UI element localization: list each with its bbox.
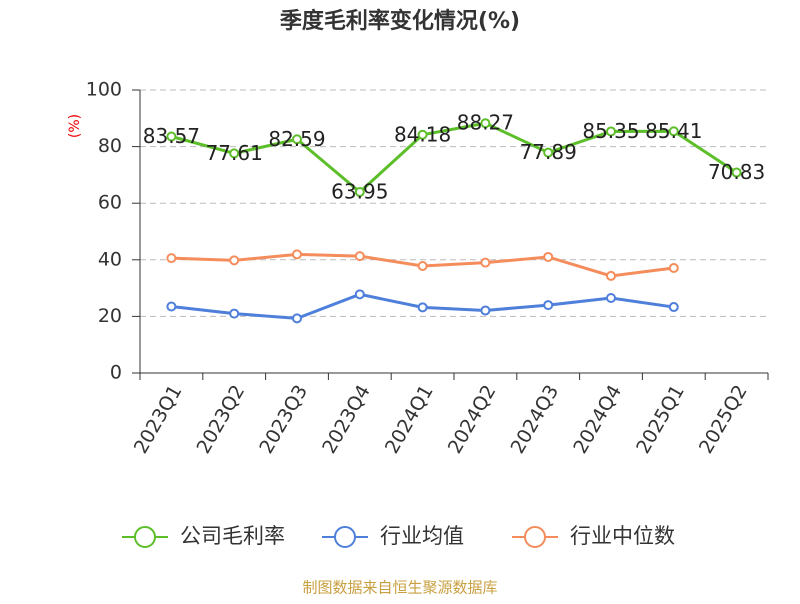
data-label: 85.41 xyxy=(645,119,702,143)
data-label: 77.61 xyxy=(206,141,263,165)
x-tick-label: 2025Q2 xyxy=(695,381,752,457)
x-tick-label: 2023Q1 xyxy=(130,381,187,457)
point xyxy=(166,253,177,264)
x-tick-label: 2024Q1 xyxy=(381,381,438,457)
y-tick-label: 60 xyxy=(98,192,122,214)
point xyxy=(480,305,491,316)
point xyxy=(606,270,616,281)
data-label: 82.59 xyxy=(268,127,325,151)
point xyxy=(229,148,240,159)
point xyxy=(292,249,302,260)
legend-label: 公司毛利率 xyxy=(180,524,285,548)
data-label: 84.18 xyxy=(394,122,451,146)
legend-marker xyxy=(524,526,546,548)
data-label: 83.57 xyxy=(143,124,200,148)
x-tick-label: 2024Q4 xyxy=(569,381,626,457)
x-tick-label: 2025Q1 xyxy=(632,381,689,457)
point xyxy=(543,147,554,158)
y-tick-label: 40 xyxy=(98,248,122,270)
point xyxy=(480,257,491,268)
point xyxy=(731,167,742,178)
y-tick-label: 0 xyxy=(110,362,122,384)
point xyxy=(543,300,554,311)
legend-marker xyxy=(134,526,156,548)
x-tick-label: 2023Q4 xyxy=(318,381,375,457)
series-line xyxy=(171,121,738,195)
chart-title: 季度毛利率变化情况(%) xyxy=(280,8,520,34)
point xyxy=(166,131,177,142)
x-tick-label: 2023Q3 xyxy=(255,381,312,457)
data-label: 85.35 xyxy=(582,119,639,143)
legend-marker xyxy=(334,526,356,548)
y-tick-label: 100 xyxy=(86,79,122,101)
point xyxy=(668,302,679,313)
point xyxy=(417,302,428,313)
point xyxy=(292,134,302,145)
point xyxy=(606,293,616,304)
x-tick-label: 2024Q3 xyxy=(507,381,564,457)
point xyxy=(543,251,554,262)
data-label: 63.95 xyxy=(331,180,388,204)
point xyxy=(417,129,428,140)
point xyxy=(606,126,616,137)
x-tick-label: 2024Q2 xyxy=(444,381,501,457)
data-label: 88.27 xyxy=(457,111,514,135)
point xyxy=(417,261,428,272)
y-axis-label: (%) xyxy=(67,114,83,138)
y-tick-label: 80 xyxy=(98,135,122,157)
point xyxy=(354,289,365,300)
legend-label: 行业均值 xyxy=(380,524,464,548)
y-tick-label: 20 xyxy=(98,305,122,327)
x-tick-label: 2023Q2 xyxy=(193,381,250,457)
data-label: 77.89 xyxy=(520,140,577,164)
point xyxy=(229,308,240,319)
point xyxy=(166,301,177,312)
point xyxy=(292,313,302,324)
data-label: 70.83 xyxy=(708,160,765,184)
legend-label: 行业中位数 xyxy=(570,524,675,548)
point xyxy=(354,187,365,198)
point xyxy=(480,118,491,129)
source-note: 制图数据来自恒生聚源数据库 xyxy=(302,579,497,597)
point xyxy=(668,263,679,274)
point xyxy=(229,255,240,266)
point xyxy=(668,126,679,137)
point xyxy=(354,251,365,262)
